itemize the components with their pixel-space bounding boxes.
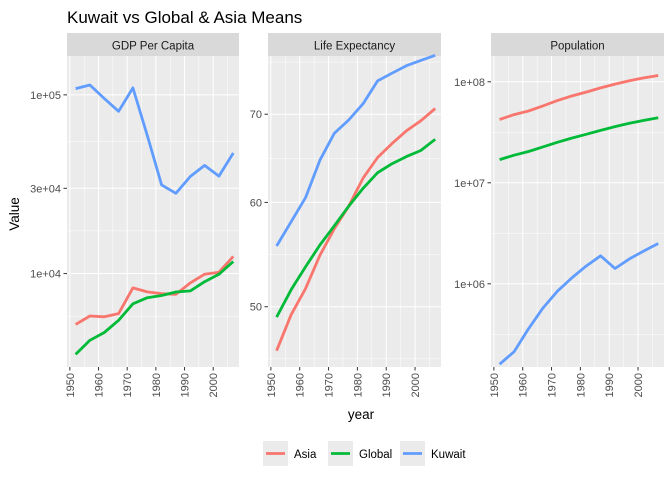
x-tick-label: 2000 (410, 373, 422, 397)
series-line-asia (74, 255, 235, 326)
panel-population: Population 1950 1960 1970 1980 1990 2000 1e+06 1… (454, 33, 664, 397)
series-line-asia (275, 107, 437, 352)
legend-item-asia: Asia (263, 441, 317, 466)
x-tick-label: 2000 (633, 373, 645, 397)
x-tick-label: 1970 (324, 373, 336, 397)
legend-label: Global (359, 449, 392, 461)
facet-panels: GDP Per Capita 1950 1960 1970 1980 1990 2000 1e… (30, 33, 664, 397)
series-line-global (275, 138, 437, 318)
y-tick-label: 60 (250, 197, 262, 209)
series-line-kuwait (75, 83, 235, 195)
x-tick-label: 1970 (547, 373, 559, 397)
x-tick-label: 1980 (151, 373, 163, 397)
y-tick-label: 1e+04 (30, 269, 61, 281)
legend: Asia Global Kuwait (263, 441, 466, 466)
series-line-asia (499, 74, 659, 121)
x-tick-label: 1950 (489, 373, 501, 397)
strip-background (268, 33, 441, 56)
x-tick-label: 1950 (266, 373, 278, 397)
x-tick-label: 2000 (208, 373, 220, 397)
series-line-kuwait (498, 242, 659, 366)
x-tick-label: 1950 (65, 373, 77, 397)
x-tick-label: 1990 (180, 373, 192, 397)
y-tick-label: 1e+07 (454, 178, 485, 190)
x-tick-label: 1970 (122, 373, 134, 397)
series-line-global (74, 260, 235, 356)
legend-item-kuwait: Kuwait (400, 441, 466, 466)
panel-background (491, 56, 664, 367)
x-tick-label: 1980 (575, 373, 587, 397)
strip-background (67, 33, 239, 56)
panel-life-expectancy: Life Expectancy 1950 1960 1970 1980 1990 2000 5… (250, 33, 441, 397)
series-line-global (499, 116, 659, 161)
x-axis-title: year (348, 407, 375, 422)
strip-background (491, 33, 664, 56)
legend-label: Asia (294, 449, 317, 461)
x-tick-label: 1960 (94, 373, 106, 397)
x-tick-label: 1990 (381, 373, 393, 397)
strip-label-population: Population (550, 41, 604, 53)
y-tick-label: 3e+04 (30, 183, 61, 195)
y-tick-label: 70 (250, 109, 262, 121)
y-tick-label: 1e+08 (454, 77, 485, 89)
strip-label-life-expectancy: Life Expectancy (314, 41, 395, 53)
panel-gdp-per-capita: GDP Per Capita 1950 1960 1970 1980 1990 2000 1e… (30, 33, 239, 397)
x-tick-label: 1960 (295, 373, 307, 397)
y-tick-label: 50 (250, 302, 262, 314)
y-axis-title: Value (7, 197, 22, 231)
strip-label-gdp-per-capita: GDP Per Capita (112, 41, 195, 53)
y-tick-label: 1e+05 (30, 90, 61, 102)
chart-title: Kuwait vs Global & Asia Means (67, 8, 302, 27)
legend-item-global: Global (328, 441, 392, 466)
x-tick-label: 1960 (518, 373, 530, 397)
series-line-kuwait (275, 53, 436, 247)
legend-label: Kuwait (431, 449, 466, 461)
x-tick-label: 1980 (352, 373, 364, 397)
x-tick-label: 1990 (604, 373, 616, 397)
y-tick-label: 1e+06 (454, 279, 485, 291)
